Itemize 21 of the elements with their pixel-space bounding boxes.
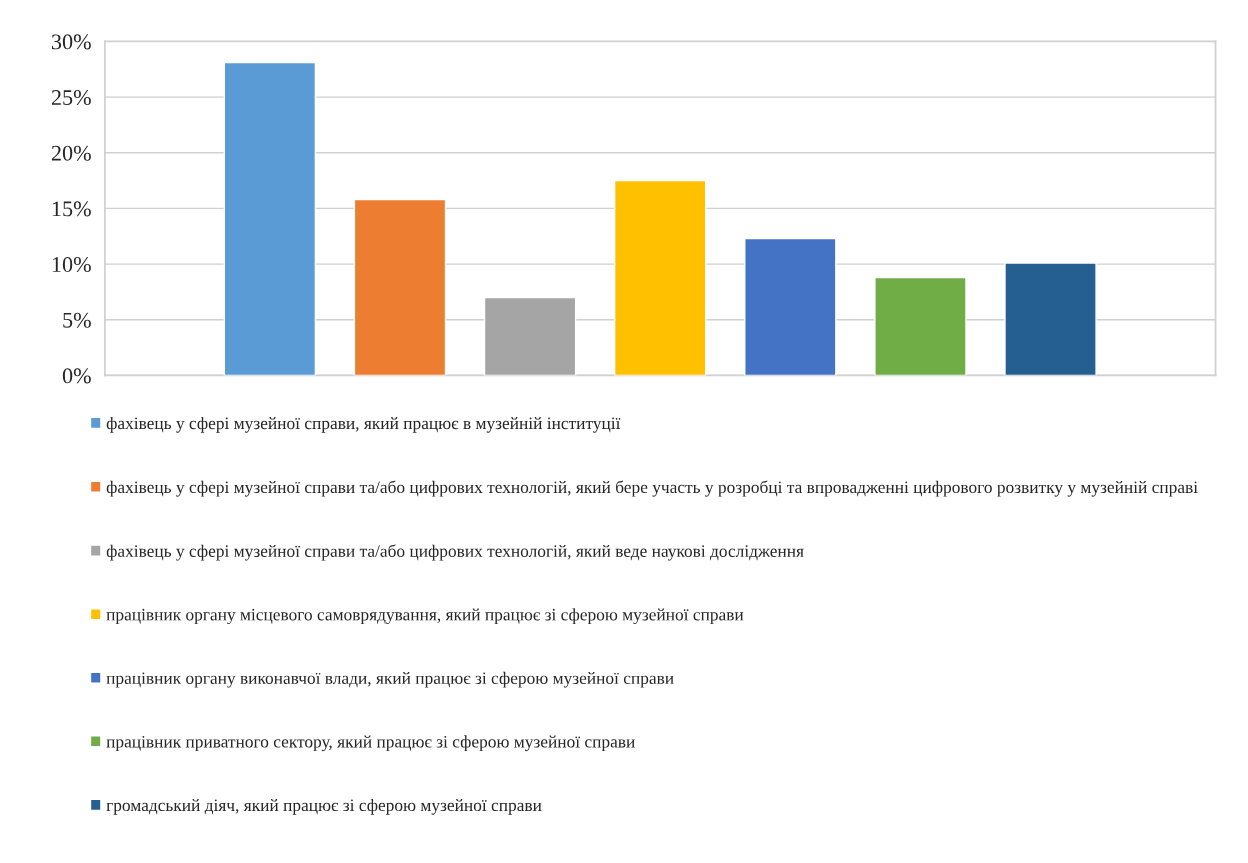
- bar: [613, 179, 707, 376]
- legend-label: фахівець у сфері музейної справи та/або цифрових технологій, який бере участь у розробці та впровадженні цифрового розвитку у музейній справі: [106, 480, 1198, 497]
- y-tick-label: 30%: [51, 34, 91, 50]
- y-tick-label: 10%: [52, 257, 91, 273]
- y-tick-label: 5%: [63, 312, 91, 328]
- legend-label: працівник приватного сектору, який працює зі сферою музейної справи: [106, 735, 635, 752]
- bar: [874, 276, 967, 376]
- bar: [223, 61, 317, 376]
- bar: [744, 237, 837, 376]
- legend-label: фахівець у сфері музейної справи, який працює в музейній інституції: [106, 416, 621, 433]
- bar: [483, 296, 577, 376]
- bar: [353, 198, 447, 376]
- y-tick-label: 0%: [62, 368, 91, 384]
- y-tick-label: 20%: [51, 145, 91, 161]
- legend-label: працівник органу виконавчої влади, який працює зі сферою музейної справи: [106, 671, 674, 688]
- legend-label: громадський діяч, який працює зі сферою музейної справи: [106, 798, 542, 815]
- legend-label: працівник органу місцевого самоврядування, який працює зі сферою музейної справи: [106, 608, 744, 625]
- legend-label: фахівець у сфері музейної справи та/або цифрових технологій, який веде наукові дослідження: [106, 544, 804, 561]
- y-tick-label: 25%: [51, 90, 91, 106]
- y-tick-label: 15%: [52, 201, 91, 217]
- bar: [1004, 262, 1097, 376]
